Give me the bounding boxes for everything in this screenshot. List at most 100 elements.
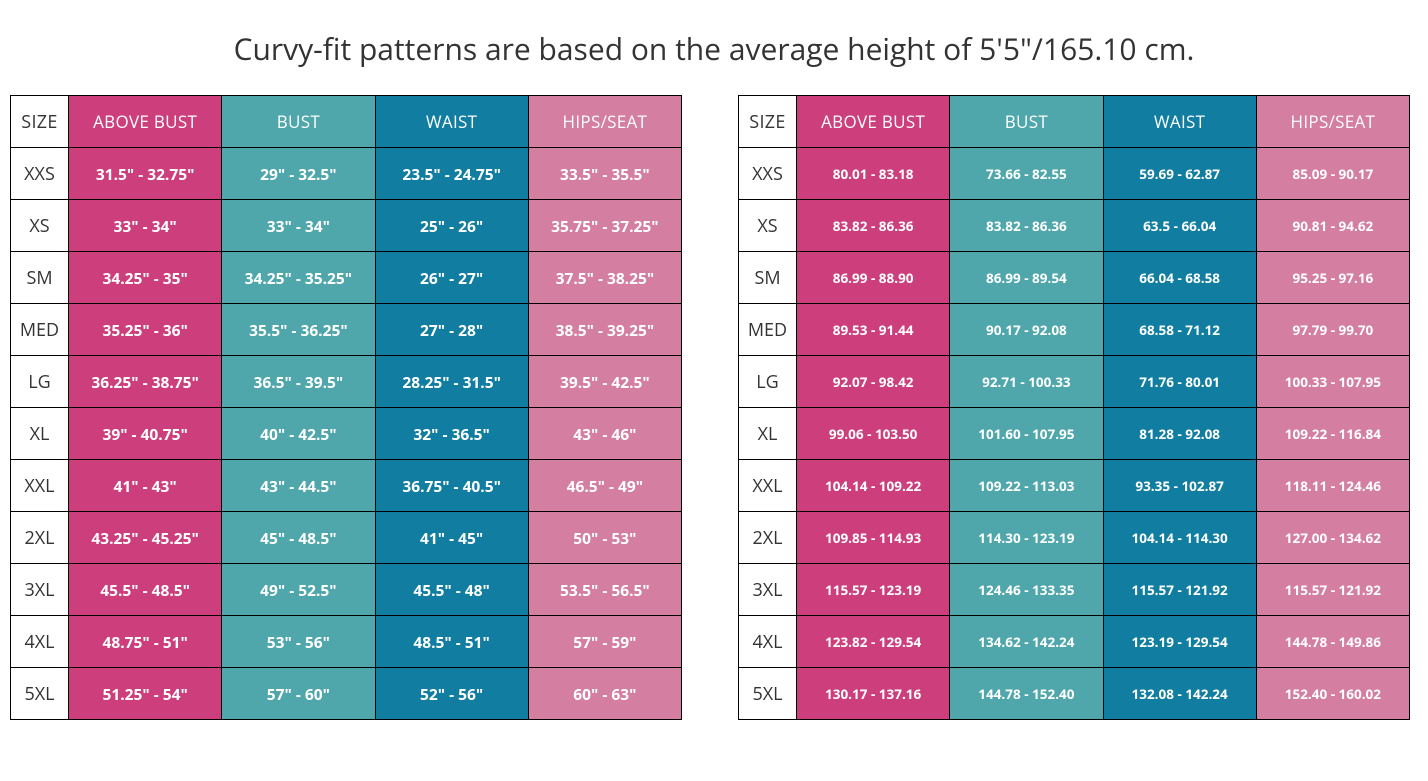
measurement-cell: 34.25" - 35" xyxy=(69,252,222,304)
size-label: LG xyxy=(11,356,69,408)
table-row: 3XL115.57 - 123.19124.46 - 133.35115.57 … xyxy=(739,564,1410,616)
measurement-cell: 46.5" - 49" xyxy=(528,460,681,512)
measurement-cell: 90.17 - 92.08 xyxy=(950,304,1103,356)
table-row: XL99.06 - 103.50101.60 - 107.9581.28 - 9… xyxy=(739,408,1410,460)
measurement-cell: 100.33 - 107.95 xyxy=(1256,356,1409,408)
measurement-cell: 31.5" - 32.75" xyxy=(69,148,222,200)
header-size: SIZE xyxy=(739,96,797,148)
measurement-cell: 123.19 - 129.54 xyxy=(1103,616,1256,668)
tables-container: SIZE ABOVE BUST BUST WAIST HIPS/SEAT XXS… xyxy=(0,95,1428,720)
table-row: 5XL130.17 - 137.16144.78 - 152.40132.08 … xyxy=(739,668,1410,720)
table-row: 3XL45.5" - 48.5"49" - 52.5"45.5" - 48"53… xyxy=(11,564,682,616)
header-bust: BUST xyxy=(950,96,1103,148)
measurement-cell: 109.22 - 116.84 xyxy=(1256,408,1409,460)
measurement-cell: 36.5" - 39.5" xyxy=(222,356,375,408)
size-label: XXL xyxy=(739,460,797,512)
header-size: SIZE xyxy=(11,96,69,148)
table-row: SM86.99 - 88.9086.99 - 89.5466.04 - 68.5… xyxy=(739,252,1410,304)
measurement-cell: 115.57 - 123.19 xyxy=(797,564,950,616)
measurement-cell: 32" - 36.5" xyxy=(375,408,528,460)
measurement-cell: 40" - 42.5" xyxy=(222,408,375,460)
size-chart-cm: SIZE ABOVE BUST BUST WAIST HIPS/SEAT XXS… xyxy=(738,95,1410,720)
table-row: XXL41" - 43"43" - 44.5"36.75" - 40.5"46.… xyxy=(11,460,682,512)
measurement-cell: 33.5" - 35.5" xyxy=(528,148,681,200)
page-title: Curvy-fit patterns are based on the aver… xyxy=(0,0,1428,95)
size-label: XXS xyxy=(739,148,797,200)
size-label: 2XL xyxy=(739,512,797,564)
measurement-cell: 45.5" - 48.5" xyxy=(69,564,222,616)
table-row: LG36.25" - 38.75"36.5" - 39.5"28.25" - 3… xyxy=(11,356,682,408)
header-row: SIZE ABOVE BUST BUST WAIST HIPS/SEAT xyxy=(11,96,682,148)
measurement-cell: 124.46 - 133.35 xyxy=(950,564,1103,616)
table-row: XS83.82 - 86.3683.82 - 86.3663.5 - 66.04… xyxy=(739,200,1410,252)
measurement-cell: 35.25" - 36" xyxy=(69,304,222,356)
measurement-cell: 115.57 - 121.92 xyxy=(1103,564,1256,616)
measurement-cell: 33" - 34" xyxy=(222,200,375,252)
measurement-cell: 104.14 - 114.30 xyxy=(1103,512,1256,564)
table-row: 2XL109.85 - 114.93114.30 - 123.19104.14 … xyxy=(739,512,1410,564)
measurement-cell: 39" - 40.75" xyxy=(69,408,222,460)
measurement-cell: 99.06 - 103.50 xyxy=(797,408,950,460)
header-above-bust: ABOVE BUST xyxy=(797,96,950,148)
measurement-cell: 71.76 - 80.01 xyxy=(1103,356,1256,408)
table-row: 4XL123.82 - 129.54134.62 - 142.24123.19 … xyxy=(739,616,1410,668)
measurement-cell: 52" - 56" xyxy=(375,668,528,720)
measurement-cell: 48.5" - 51" xyxy=(375,616,528,668)
measurement-cell: 152.40 - 160.02 xyxy=(1256,668,1409,720)
measurement-cell: 93.35 - 102.87 xyxy=(1103,460,1256,512)
measurement-cell: 132.08 - 142.24 xyxy=(1103,668,1256,720)
size-label: XS xyxy=(11,200,69,252)
measurement-cell: 86.99 - 88.90 xyxy=(797,252,950,304)
measurement-cell: 53.5" - 56.5" xyxy=(528,564,681,616)
measurement-cell: 63.5 - 66.04 xyxy=(1103,200,1256,252)
measurement-cell: 144.78 - 152.40 xyxy=(950,668,1103,720)
measurement-cell: 127.00 - 134.62 xyxy=(1256,512,1409,564)
size-label: SM xyxy=(739,252,797,304)
measurement-cell: 81.28 - 92.08 xyxy=(1103,408,1256,460)
table-row: MED89.53 - 91.4490.17 - 92.0868.58 - 71.… xyxy=(739,304,1410,356)
table-row: SM34.25" - 35"34.25" - 35.25"26" - 27"37… xyxy=(11,252,682,304)
measurement-cell: 130.17 - 137.16 xyxy=(797,668,950,720)
measurement-cell: 68.58 - 71.12 xyxy=(1103,304,1256,356)
measurement-cell: 83.82 - 86.36 xyxy=(950,200,1103,252)
measurement-cell: 101.60 - 107.95 xyxy=(950,408,1103,460)
size-label: XXL xyxy=(11,460,69,512)
table-row: 4XL48.75" - 51"53" - 56"48.5" - 51"57" -… xyxy=(11,616,682,668)
measurement-cell: 73.66 - 82.55 xyxy=(950,148,1103,200)
measurement-cell: 114.30 - 123.19 xyxy=(950,512,1103,564)
measurement-cell: 97.79 - 99.70 xyxy=(1256,304,1409,356)
measurement-cell: 57" - 60" xyxy=(222,668,375,720)
table-row: XXL104.14 - 109.22109.22 - 113.0393.35 -… xyxy=(739,460,1410,512)
measurement-cell: 34.25" - 35.25" xyxy=(222,252,375,304)
measurement-cell: 45" - 48.5" xyxy=(222,512,375,564)
header-row: SIZE ABOVE BUST BUST WAIST HIPS/SEAT xyxy=(739,96,1410,148)
size-label: 3XL xyxy=(11,564,69,616)
size-label: 2XL xyxy=(11,512,69,564)
size-label: 4XL xyxy=(11,616,69,668)
measurement-cell: 26" - 27" xyxy=(375,252,528,304)
measurement-cell: 123.82 - 129.54 xyxy=(797,616,950,668)
header-waist: WAIST xyxy=(375,96,528,148)
measurement-cell: 109.22 - 113.03 xyxy=(950,460,1103,512)
measurement-cell: 41" - 43" xyxy=(69,460,222,512)
measurement-cell: 33" - 34" xyxy=(69,200,222,252)
measurement-cell: 43" - 44.5" xyxy=(222,460,375,512)
measurement-cell: 57" - 59" xyxy=(528,616,681,668)
measurement-cell: 118.11 - 124.46 xyxy=(1256,460,1409,512)
size-label: MED xyxy=(739,304,797,356)
measurement-cell: 38.5" - 39.25" xyxy=(528,304,681,356)
measurement-cell: 48.75" - 51" xyxy=(69,616,222,668)
measurement-cell: 36.25" - 38.75" xyxy=(69,356,222,408)
size-label: MED xyxy=(11,304,69,356)
measurement-cell: 89.53 - 91.44 xyxy=(797,304,950,356)
measurement-cell: 86.99 - 89.54 xyxy=(950,252,1103,304)
measurement-cell: 43.25" - 45.25" xyxy=(69,512,222,564)
measurement-cell: 92.71 - 100.33 xyxy=(950,356,1103,408)
header-above-bust: ABOVE BUST xyxy=(69,96,222,148)
measurement-cell: 35.5" - 36.25" xyxy=(222,304,375,356)
measurement-cell: 43" - 46" xyxy=(528,408,681,460)
measurement-cell: 45.5" - 48" xyxy=(375,564,528,616)
size-chart-inches: SIZE ABOVE BUST BUST WAIST HIPS/SEAT XXS… xyxy=(10,95,682,720)
table-row: XXS31.5" - 32.75"29" - 32.5"23.5" - 24.7… xyxy=(11,148,682,200)
measurement-cell: 51.25" - 54" xyxy=(69,668,222,720)
